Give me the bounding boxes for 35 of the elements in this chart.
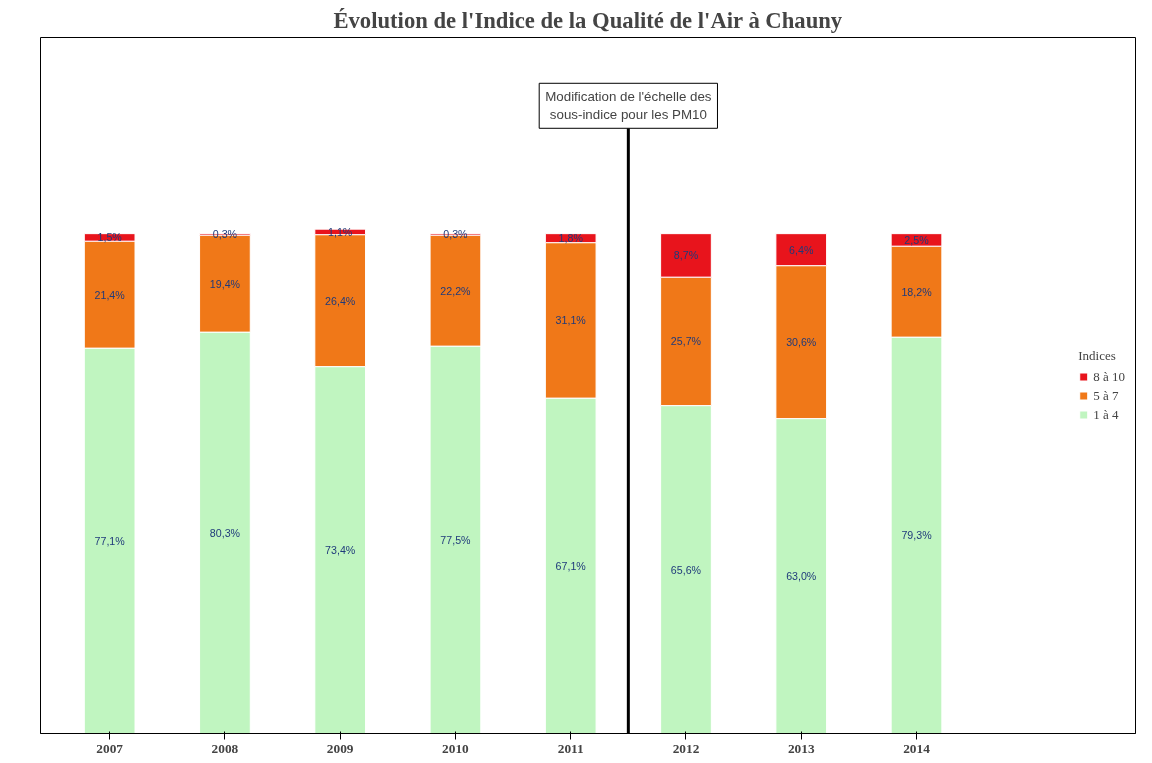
data-label: 77,1%: [94, 534, 126, 547]
chart-title: Évolution de l'Indice de la Qualité de l'Air à Chauny: [333, 7, 843, 33]
data-label: 63,0%: [786, 570, 817, 583]
data-label: 77,5%: [440, 533, 472, 546]
legend-title: Indices: [1078, 347, 1117, 364]
data-label: 8,7%: [673, 249, 699, 262]
data-label: 6,4%: [789, 243, 814, 256]
data-label: 19,4%: [209, 277, 241, 290]
legend-label: 5 à 7: [1093, 387, 1119, 404]
x-tick-label: 2007: [96, 740, 124, 756]
data-label: 67,1%: [555, 559, 587, 572]
data-label: 79,3%: [901, 529, 933, 542]
data-label: 25,7%: [670, 335, 702, 348]
legend-label: 1 à 4: [1093, 406, 1119, 423]
data-label: 26,4%: [325, 294, 356, 307]
text: Modification de l'échelle des sous-indice pour les PM10: [545, 89, 712, 123]
x-tick-label: 2009: [326, 740, 354, 756]
data-label: 65,6%: [670, 563, 702, 576]
data-label: 2,5%: [904, 233, 930, 246]
data-label: 21,4%: [94, 288, 126, 301]
x-tick-label: 2013: [787, 740, 815, 756]
data-label: 1,8%: [558, 232, 584, 245]
data-label: 80,3%: [209, 526, 241, 539]
x-tick-label: 2010: [442, 740, 470, 756]
data-label: 22,2%: [440, 284, 472, 297]
data-label: 73,4%: [325, 544, 356, 557]
x-tick-label: 2008: [211, 740, 239, 756]
x-tick-label: 2012: [672, 740, 700, 756]
x-tick-label: 2014: [903, 740, 931, 756]
data-label: 1,5%: [97, 231, 123, 244]
data-label: 18,2%: [901, 285, 933, 298]
x-tick-label: 2011: [557, 740, 584, 756]
legend-label: 8 à 10: [1093, 368, 1125, 385]
data-label: 30,6%: [786, 336, 817, 349]
data-label: 31,1%: [555, 314, 587, 327]
